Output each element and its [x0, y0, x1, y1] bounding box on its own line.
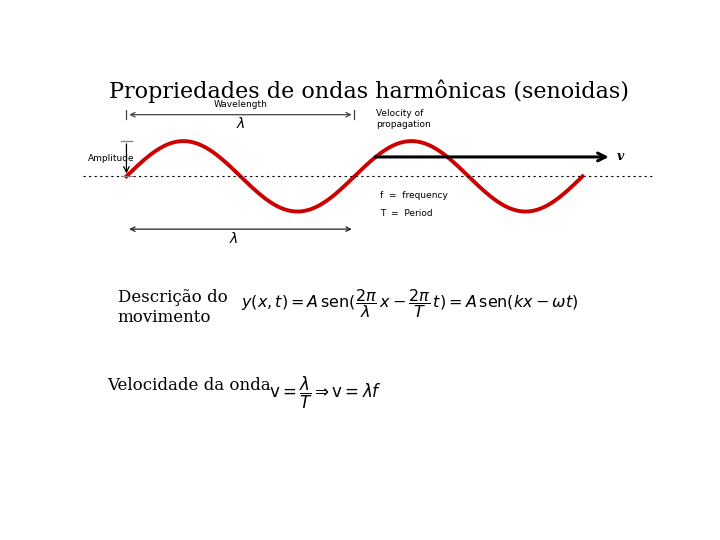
- Text: $y(x,t) = A\,\mathrm{sen}(\dfrac{2\pi}{\lambda}\,x - \dfrac{2\pi}{T}\,t) = A\,\m: $y(x,t) = A\,\mathrm{sen}(\dfrac{2\pi}{\…: [240, 287, 578, 320]
- Text: T  =  Period: T = Period: [380, 209, 433, 218]
- Text: f  =  frequency: f = frequency: [380, 191, 448, 200]
- Text: Descrição do
movimento: Descrição do movimento: [118, 289, 228, 326]
- Text: $\mathrm{v} = \dfrac{\lambda}{T} \Rightarrow \mathrm{v} = \lambda f$: $\mathrm{v} = \dfrac{\lambda}{T} \Righta…: [269, 375, 382, 411]
- Text: v: v: [617, 151, 624, 164]
- Text: Velocidade da onda: Velocidade da onda: [107, 377, 271, 394]
- Text: Wavelength: Wavelength: [214, 100, 267, 110]
- Text: Velocity of
propagation: Velocity of propagation: [377, 110, 431, 129]
- Text: $\lambda$: $\lambda$: [228, 231, 238, 246]
- Text: Amplitude: Amplitude: [89, 154, 135, 163]
- Text: $\lambda$: $\lambda$: [235, 117, 246, 131]
- Text: Propriedades de ondas harmônicas (senoidas): Propriedades de ondas harmônicas (senoid…: [109, 79, 629, 103]
